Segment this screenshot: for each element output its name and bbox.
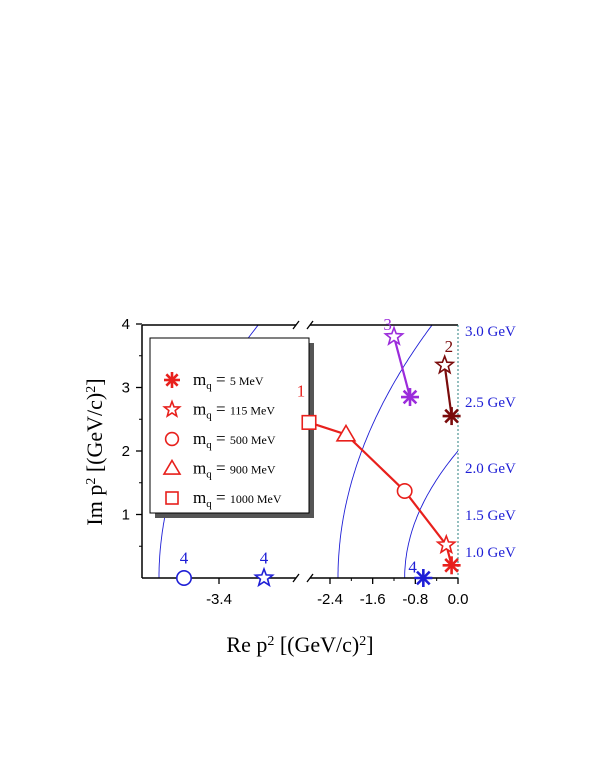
- legend-label: mq = 900 MeV: [193, 459, 276, 481]
- series-2-label: 2: [445, 337, 454, 356]
- series-3-star-point: [383, 325, 405, 346]
- series-1-square-point: [301, 414, 317, 430]
- x-tick-label: -0.8: [402, 591, 428, 608]
- energy-contour-label: 1.5 GeV: [465, 508, 516, 524]
- series-3-line: [392, 336, 412, 398]
- energy-contour: [0, 286, 19, 578]
- series-3-asterisk-point: [401, 388, 419, 407]
- legend-label: mq = 5 MeV: [193, 370, 264, 392]
- legend-label: mq = 1000 MeV: [193, 488, 282, 510]
- series-4-star-point: [253, 566, 275, 588]
- y-tick-label: 3: [122, 380, 130, 397]
- series-4-label: 4: [408, 558, 417, 577]
- series-4-asterisk-point: [414, 569, 433, 587]
- legend: mq = 5 MeV mq = 115 MeV mq = 500 MeV mq = 9…: [149, 337, 314, 518]
- series-1-label: 1: [297, 382, 306, 401]
- y-tick-label: 2: [122, 443, 130, 460]
- series-2-asterisk-point: [442, 407, 461, 426]
- axis-break-mark: [306, 573, 314, 583]
- series-1-circle-point: [396, 483, 413, 500]
- text-labels: 1.0 GeV 1.5 GeV 2.0 GeV 2.5 GeV 3.0 GeV 1 2 3 4 4…: [180, 315, 516, 577]
- legend-marker-circle: [164, 431, 180, 447]
- axes: -3.4 -2.4 -1.6 -0.8 0.0 1 2 3 4 Re p2 [(GeV/c)2] I…: [82, 316, 468, 657]
- x-tick-label: -1.6: [360, 591, 386, 608]
- data-markers: [176, 325, 461, 588]
- series-4-circle-point: [176, 569, 193, 586]
- legend-marker-asterisk: [164, 372, 180, 388]
- y-tick-label: 1: [122, 507, 130, 524]
- series-4-label: 4: [260, 549, 269, 568]
- legend-marker-square: [165, 491, 179, 505]
- series-2-star-point: [433, 354, 456, 375]
- axis-break-mark: [306, 320, 314, 330]
- y-tick-label: 4: [122, 316, 130, 333]
- legend-label: mq = 115 MeV: [193, 400, 275, 422]
- series-1-triangle-point: [335, 423, 357, 442]
- series-4-label: 4: [180, 549, 189, 568]
- axis-break-mark: [292, 320, 300, 330]
- energy-contour-label: 3.0 GeV: [465, 324, 516, 340]
- energy-contour-label: 2.0 GeV: [465, 461, 516, 477]
- series-lines: [308, 336, 453, 566]
- x-tick-label: 0.0: [448, 591, 469, 608]
- x-tick-label: -3.4: [206, 591, 232, 608]
- series-1-line: [308, 421, 453, 566]
- axis-break-mark: [292, 573, 300, 583]
- energy-contour: [404, 450, 458, 578]
- legend-box: [149, 337, 310, 514]
- series-3-label: 3: [383, 315, 392, 334]
- energy-contour-label: 2.5 GeV: [465, 395, 516, 411]
- legend-marker-triangle: [162, 458, 182, 475]
- series-1-asterisk-point: [442, 556, 461, 575]
- x-axis-title: Re p2 [(GeV/c)2]: [226, 632, 373, 657]
- y-axis-title: Im p2 [(GeV/c)2]: [82, 378, 107, 525]
- x-tick-label: -2.4: [317, 591, 343, 608]
- legend-marker-star: [162, 399, 182, 418]
- legend-label: mq = 500 MeV: [193, 429, 276, 451]
- series-1-star-point: [435, 533, 457, 555]
- energy-contour-label: 1.0 GeV: [465, 545, 516, 561]
- energy-contour: [337, 325, 433, 578]
